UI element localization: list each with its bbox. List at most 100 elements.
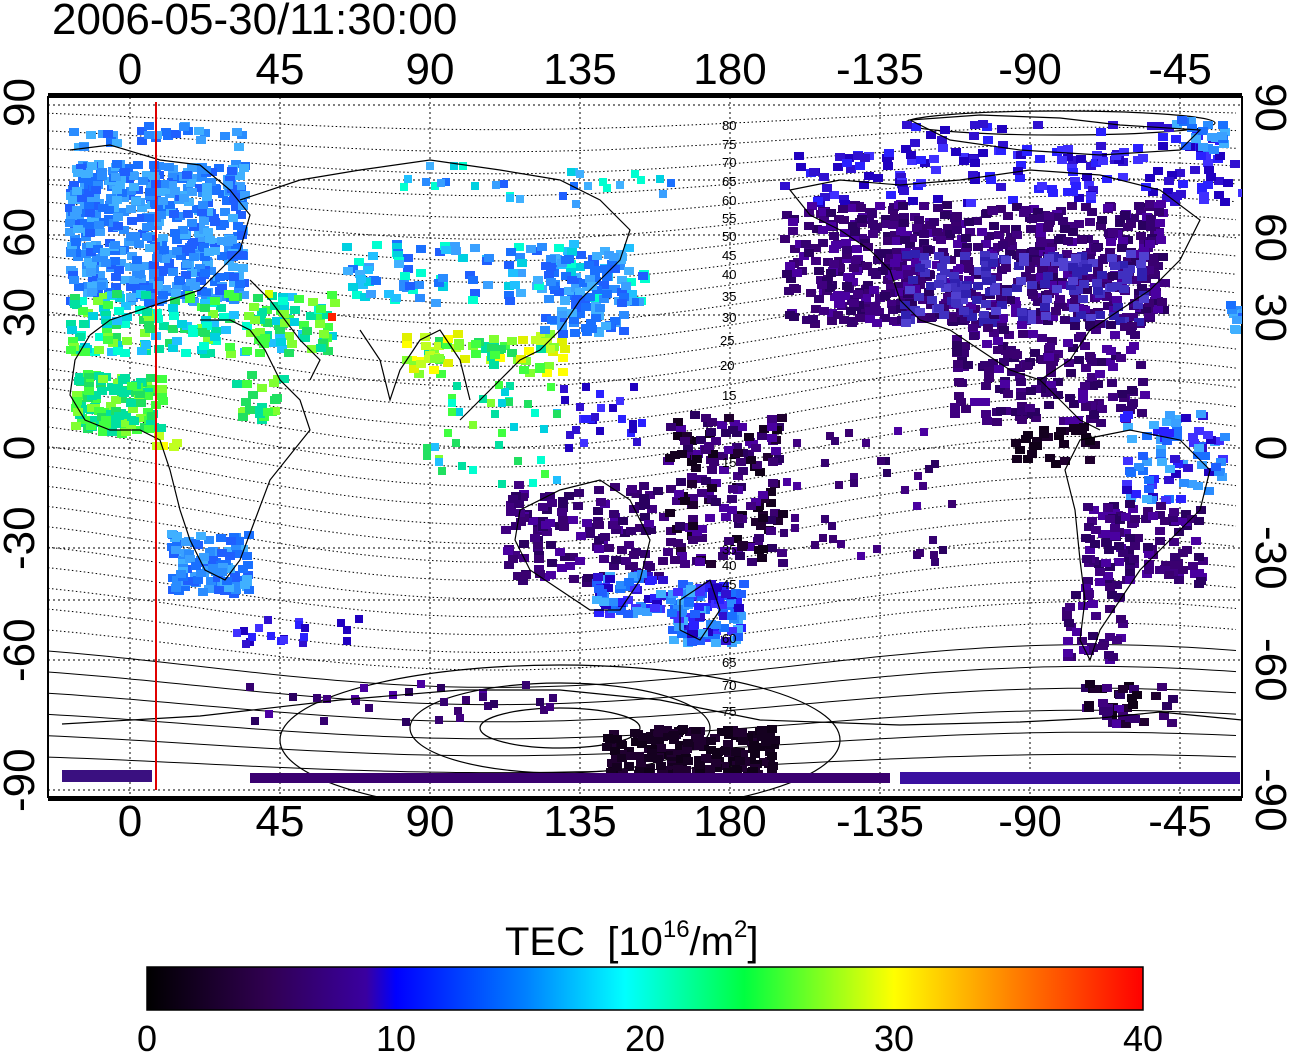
tec-cell xyxy=(96,282,106,290)
tec-cell xyxy=(1116,615,1126,623)
tec-cell xyxy=(74,283,84,291)
tec-cell xyxy=(940,256,950,264)
tec-cell xyxy=(506,508,516,516)
tec-cell xyxy=(647,576,657,584)
tec-cell xyxy=(358,281,368,289)
tec-cell xyxy=(1118,620,1128,628)
tec-cell xyxy=(629,425,637,433)
tec-cell xyxy=(178,559,188,567)
tec-cell xyxy=(819,307,829,315)
tec-cell xyxy=(1029,247,1039,255)
tec-cell xyxy=(746,502,756,510)
tec-cell xyxy=(1155,527,1165,535)
tec-cell xyxy=(1119,148,1129,156)
tec-cell xyxy=(630,729,640,737)
contour-line xyxy=(48,320,1237,388)
tec-cell xyxy=(112,160,122,168)
tec-cell xyxy=(533,541,543,549)
tec-cell xyxy=(1103,204,1113,212)
tec-cell xyxy=(99,421,109,429)
tec-cell xyxy=(999,358,1009,366)
tec-cell xyxy=(773,517,783,525)
tec-cell xyxy=(117,419,127,427)
tec-cell xyxy=(566,431,574,439)
tec-cell xyxy=(916,549,924,557)
tec-cell xyxy=(128,405,138,413)
tec-cell xyxy=(1098,642,1108,650)
tec-cell xyxy=(1227,306,1237,314)
tec-cell xyxy=(516,195,524,203)
tec-cell xyxy=(210,247,220,255)
tec-cell xyxy=(804,222,814,230)
tec-cell xyxy=(157,204,167,212)
tec-cell xyxy=(733,472,743,480)
tec-cell xyxy=(964,276,974,284)
tec-cell xyxy=(244,312,254,320)
tec-cell xyxy=(992,273,1002,281)
tec-cell xyxy=(981,261,991,269)
latitude-tick-left: 90 xyxy=(0,78,44,127)
tec-cell xyxy=(1172,433,1182,441)
tec-cell xyxy=(1197,461,1207,469)
tec-cell xyxy=(114,266,124,274)
tec-cell xyxy=(978,120,988,128)
tec-cell xyxy=(243,561,253,569)
tec-cell xyxy=(542,369,552,377)
tec-cell xyxy=(94,160,104,168)
tec-cell xyxy=(1178,549,1188,557)
tec-cell xyxy=(143,392,153,400)
tec-cell xyxy=(560,553,570,561)
tec-cell xyxy=(142,233,152,241)
tec-cell xyxy=(883,162,893,170)
tec-cell xyxy=(146,420,156,428)
tec-cell xyxy=(1194,444,1204,452)
tec-cell xyxy=(673,432,683,440)
tec-cell xyxy=(157,268,167,276)
tec-cell xyxy=(822,184,832,192)
tec-cell xyxy=(963,257,973,265)
tec-cell xyxy=(1003,212,1013,220)
tec-cell xyxy=(768,479,778,487)
tec-cell xyxy=(958,296,968,304)
tec-cell xyxy=(557,508,567,516)
tec-cell xyxy=(65,204,75,212)
tec-cell xyxy=(849,299,859,307)
tec-cell xyxy=(431,182,439,190)
tec-cell xyxy=(658,557,668,565)
tec-cell xyxy=(1067,202,1077,210)
tec-cell xyxy=(733,729,743,737)
tec-cell xyxy=(306,312,316,320)
tec-cell xyxy=(546,278,556,286)
tec-cell xyxy=(990,319,1000,327)
tec-cell xyxy=(1214,437,1224,445)
tec-cell xyxy=(785,311,795,319)
tec-cell xyxy=(616,607,626,615)
tec-cell xyxy=(183,210,193,218)
tec-cell xyxy=(754,534,764,542)
tec-cell xyxy=(106,194,116,202)
tec-cell xyxy=(611,556,621,564)
tec-cell xyxy=(579,279,589,287)
tec-cell xyxy=(299,321,309,329)
tec-cell xyxy=(599,178,607,186)
tec-cell xyxy=(670,556,680,564)
tec-cell xyxy=(712,764,722,772)
tec-cell xyxy=(1122,486,1132,494)
tec-data-cells xyxy=(62,116,1242,784)
tec-cell xyxy=(696,436,706,444)
tec-cell xyxy=(1062,613,1072,621)
tec-cell xyxy=(558,516,568,524)
tec-cell xyxy=(861,294,871,302)
contour-line xyxy=(48,475,1237,545)
tec-cell xyxy=(711,759,721,767)
tec-cell xyxy=(825,284,835,292)
tec-cell xyxy=(901,486,909,494)
tec-cell xyxy=(542,528,552,536)
tec-cell xyxy=(157,385,167,393)
tec-cell xyxy=(393,251,403,259)
tec-cell xyxy=(917,315,927,323)
tec-cell xyxy=(931,166,941,174)
tec-cell xyxy=(1139,244,1149,252)
tec-cell xyxy=(1162,702,1172,710)
tec-cell xyxy=(546,703,554,711)
